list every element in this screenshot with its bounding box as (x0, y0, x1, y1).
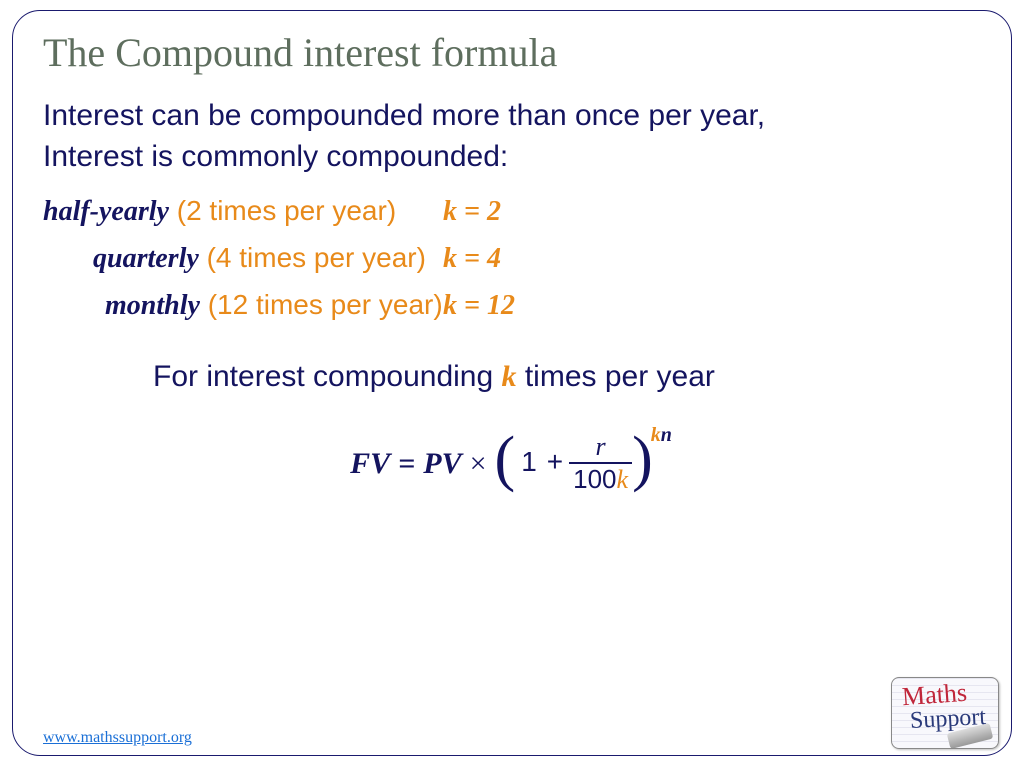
slide-title: The Compound interest formula (43, 29, 981, 76)
formula-pv: PV (423, 447, 461, 481)
k-value-12: k = 12 (443, 290, 515, 322)
k-value-4: k = 4 (443, 243, 501, 275)
rparen-icon: ) (632, 435, 653, 485)
compounding-sentence: For interest compounding k times per yea… (153, 360, 981, 394)
formula-exponent: kn (651, 424, 672, 447)
compound-interest-formula: FV = PV × ( 1 + r 100k ) kn (350, 434, 674, 493)
formula-fv: FV (350, 447, 390, 481)
intro-line-1: Interest can be compounded more than onc… (43, 99, 765, 132)
fraction-numerator: r (588, 434, 614, 462)
frequency-left: half-yearly (2 times per year) (43, 195, 443, 228)
frequency-row-monthly: monthly (12 times per year) k = 12 (43, 289, 981, 322)
den-k: k (617, 465, 629, 494)
formula-block: FV = PV × ( 1 + r 100k ) kn (43, 434, 981, 493)
k-value-2: k = 2 (443, 196, 501, 228)
exp-n: n (661, 424, 672, 446)
formula-one: 1 (521, 446, 537, 478)
intro-text: Interest can be compounded more than onc… (43, 96, 981, 177)
fraction-denominator: 100k (569, 462, 632, 493)
formula-times: × (470, 447, 487, 481)
frequency-row-quarterly: quarterly (4 times per year) k = 4 (43, 242, 981, 275)
term-quarterly: quarterly (93, 243, 199, 274)
frequency-left: quarterly (4 times per year) (43, 242, 443, 275)
formula-fraction: r 100k (569, 434, 632, 493)
intro-line-2: Interest is commonly compounded: (43, 140, 508, 173)
freq-monthly: (12 times per year) (208, 289, 443, 320)
compound-k: k (502, 360, 517, 393)
compound-pre: For interest compounding (153, 360, 502, 393)
term-monthly: monthly (105, 290, 200, 321)
freq-quarterly: (4 times per year) (207, 242, 426, 273)
formula-equals: = (398, 447, 415, 481)
lparen-icon: ( (495, 435, 516, 485)
formula-inner: 1 + r 100k (515, 432, 632, 491)
frequency-row-half-yearly: half-yearly (2 times per year) k = 2 (43, 195, 981, 228)
frequency-left: monthly (12 times per year) (43, 289, 443, 322)
slide-frame: The Compound interest formula Interest c… (12, 10, 1012, 756)
exp-k: k (651, 424, 661, 446)
den-100: 100 (573, 464, 616, 494)
freq-half-yearly: (2 times per year) (177, 195, 396, 226)
term-half-yearly: half-yearly (43, 196, 169, 227)
formula-plus: + (547, 446, 563, 478)
compound-post: times per year (517, 360, 715, 393)
footer-source-link[interactable]: www.mathssupport.org (43, 729, 192, 747)
maths-support-logo: Maths Support (891, 677, 999, 749)
